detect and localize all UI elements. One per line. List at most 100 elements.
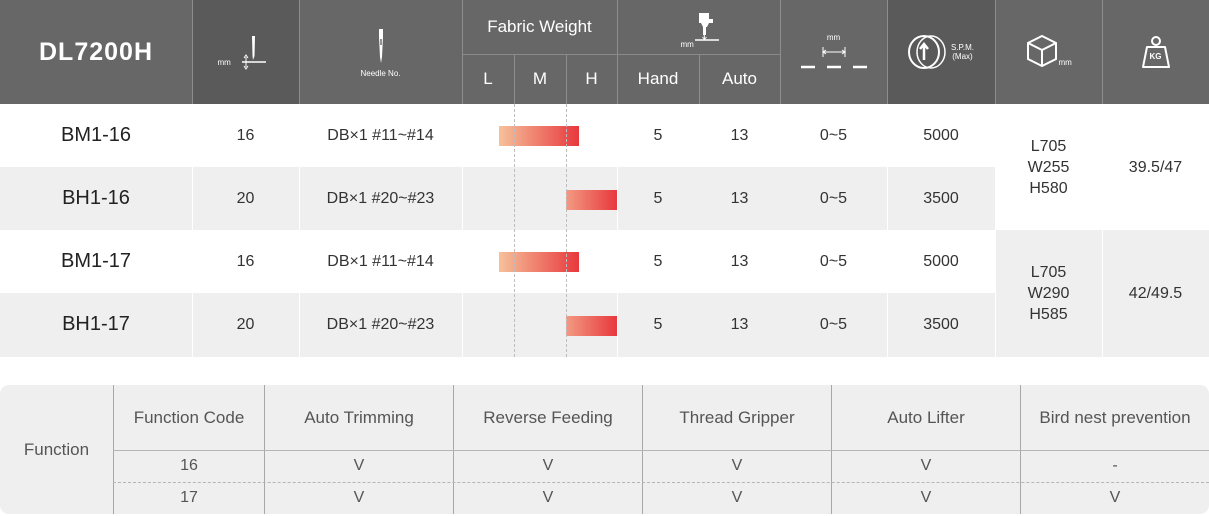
fabric-weight-col-l: L: [462, 54, 514, 104]
dimension-width: W255: [1027, 158, 1070, 176]
function-divider: [831, 385, 832, 514]
speed-value: 5000: [923, 126, 959, 144]
speed-header: S.P.M. (Max): [887, 0, 995, 104]
function-mark: V: [731, 488, 743, 506]
column-gap: [617, 104, 618, 357]
function-header: Thread Gripper: [679, 408, 795, 427]
fabric-weight-label-m: M: [532, 69, 548, 88]
speed-wheel-icon: [908, 34, 948, 70]
function-header: Auto Trimming: [304, 408, 414, 427]
dimension-height: H580: [1029, 179, 1068, 197]
needle-bar-value: 16: [236, 126, 255, 144]
stitch-length-value: 0~5: [819, 315, 848, 333]
header-divider: [462, 0, 463, 104]
function-divider: [642, 385, 643, 514]
dimension-length: L705: [1030, 264, 1067, 281]
presser-auto-value: 13: [730, 126, 749, 144]
fabric-weight-label-l: L: [483, 69, 493, 88]
presser-auto-value: 13: [730, 315, 749, 333]
presser-header: mm: [617, 0, 780, 54]
fabric-weight-col-m: M: [514, 54, 566, 104]
weight-value: 42/49.5: [1128, 285, 1183, 302]
fabric-weight-title: Fabric Weight: [487, 17, 592, 36]
header-divider: [887, 0, 888, 104]
function-mark: V: [542, 456, 554, 474]
function-header: Function Code: [133, 408, 245, 427]
needle-icon: [374, 27, 388, 67]
function-divider: [113, 385, 114, 514]
presser-foot-lift-icon: mm: [669, 7, 729, 49]
presser-col-auto: Auto: [699, 54, 780, 104]
fabric-weight-guide: [514, 104, 515, 357]
model-name: BH1-17: [62, 313, 130, 335]
function-header: Bird nest prevention: [1039, 408, 1191, 427]
needle-header: Needle No.: [299, 0, 462, 104]
function-divider: [113, 450, 1209, 451]
weight-kg-icon: KG: [1141, 35, 1171, 69]
presser-label-auto: Auto: [722, 69, 757, 88]
weight-value: 39.5/47: [1128, 158, 1183, 176]
function-label: Function: [23, 439, 90, 459]
speed-value: 3500: [923, 315, 959, 333]
speed-value: 3500: [923, 189, 959, 207]
needle-caption: Needle No.: [360, 68, 401, 78]
group-divider: [1102, 230, 1103, 357]
presser-auto-value: 13: [730, 252, 749, 270]
presser-auto-value: 13: [730, 189, 749, 207]
function-divider: [453, 385, 454, 514]
fabric-weight-bar: [499, 252, 579, 272]
function-mark: V: [731, 456, 743, 474]
function-mark: V: [353, 456, 365, 474]
weight-group-1: 39.5/47: [1102, 104, 1209, 230]
function-divider: [264, 385, 265, 514]
spec-table: DL7200H mm Needle No. Fabric Weight L: [0, 0, 1209, 357]
weight-group-2: 42/49.5: [1102, 230, 1209, 357]
needle-bar-header: mm: [192, 0, 299, 104]
presser-hand-value: 5: [653, 126, 663, 144]
speed-caption: S.P.M.: [951, 43, 974, 52]
function-mark: V: [1109, 488, 1121, 506]
box-dimension-icon: mm: [1025, 34, 1073, 70]
header-divider: [617, 0, 618, 104]
fabric-weight-bar: [499, 126, 579, 146]
needle-bar-value: 16: [236, 252, 255, 270]
weight-label: KG: [1149, 52, 1162, 61]
fabric-weight-col-h: H: [566, 54, 617, 104]
stitch-length-value: 0~5: [819, 126, 848, 144]
needle-value: DB×1 #11~#14: [327, 252, 434, 270]
weight-header: KG: [1102, 0, 1209, 104]
stitch-length-value: 0~5: [819, 252, 848, 270]
column-gap: [192, 104, 193, 357]
presser-unit: mm: [680, 40, 694, 49]
presser-col-hand: Hand: [617, 54, 699, 104]
function-code: 17: [180, 488, 198, 506]
needle-bar-value: 20: [236, 189, 255, 207]
header-divider: [514, 54, 515, 104]
dimension-header: mm: [995, 0, 1102, 104]
presser-label-hand: Hand: [637, 69, 679, 88]
dimension-unit: mm: [1058, 58, 1072, 67]
function-header: Auto Lifter: [887, 408, 965, 427]
header-divider: [995, 0, 996, 104]
dimension-group-2: L705 W290 H585: [995, 230, 1102, 357]
header-divider: [566, 54, 567, 104]
column-gap: [887, 104, 888, 357]
dimension-length: L705: [1030, 137, 1067, 155]
model-name: BM1-16: [60, 124, 132, 146]
header-divider: [780, 0, 781, 104]
model-name: BM1-17: [60, 250, 132, 272]
function-mark: V: [542, 488, 554, 506]
model-title: DL7200H: [39, 37, 153, 66]
dimension-width: W290: [1027, 285, 1070, 302]
presser-hand-value: 5: [653, 315, 663, 333]
header-divider: [699, 54, 700, 104]
needle-value: DB×1 #20~#23: [326, 189, 435, 207]
speed-value: 5000: [923, 252, 959, 270]
needle-bar-unit: mm: [217, 58, 231, 67]
header-divider: [299, 0, 300, 104]
stitch-length-value: 0~5: [819, 189, 848, 207]
header-divider: [462, 54, 780, 55]
function-code: 16: [180, 456, 198, 474]
presser-hand-value: 5: [653, 252, 663, 270]
dimension-height: H585: [1029, 306, 1068, 323]
